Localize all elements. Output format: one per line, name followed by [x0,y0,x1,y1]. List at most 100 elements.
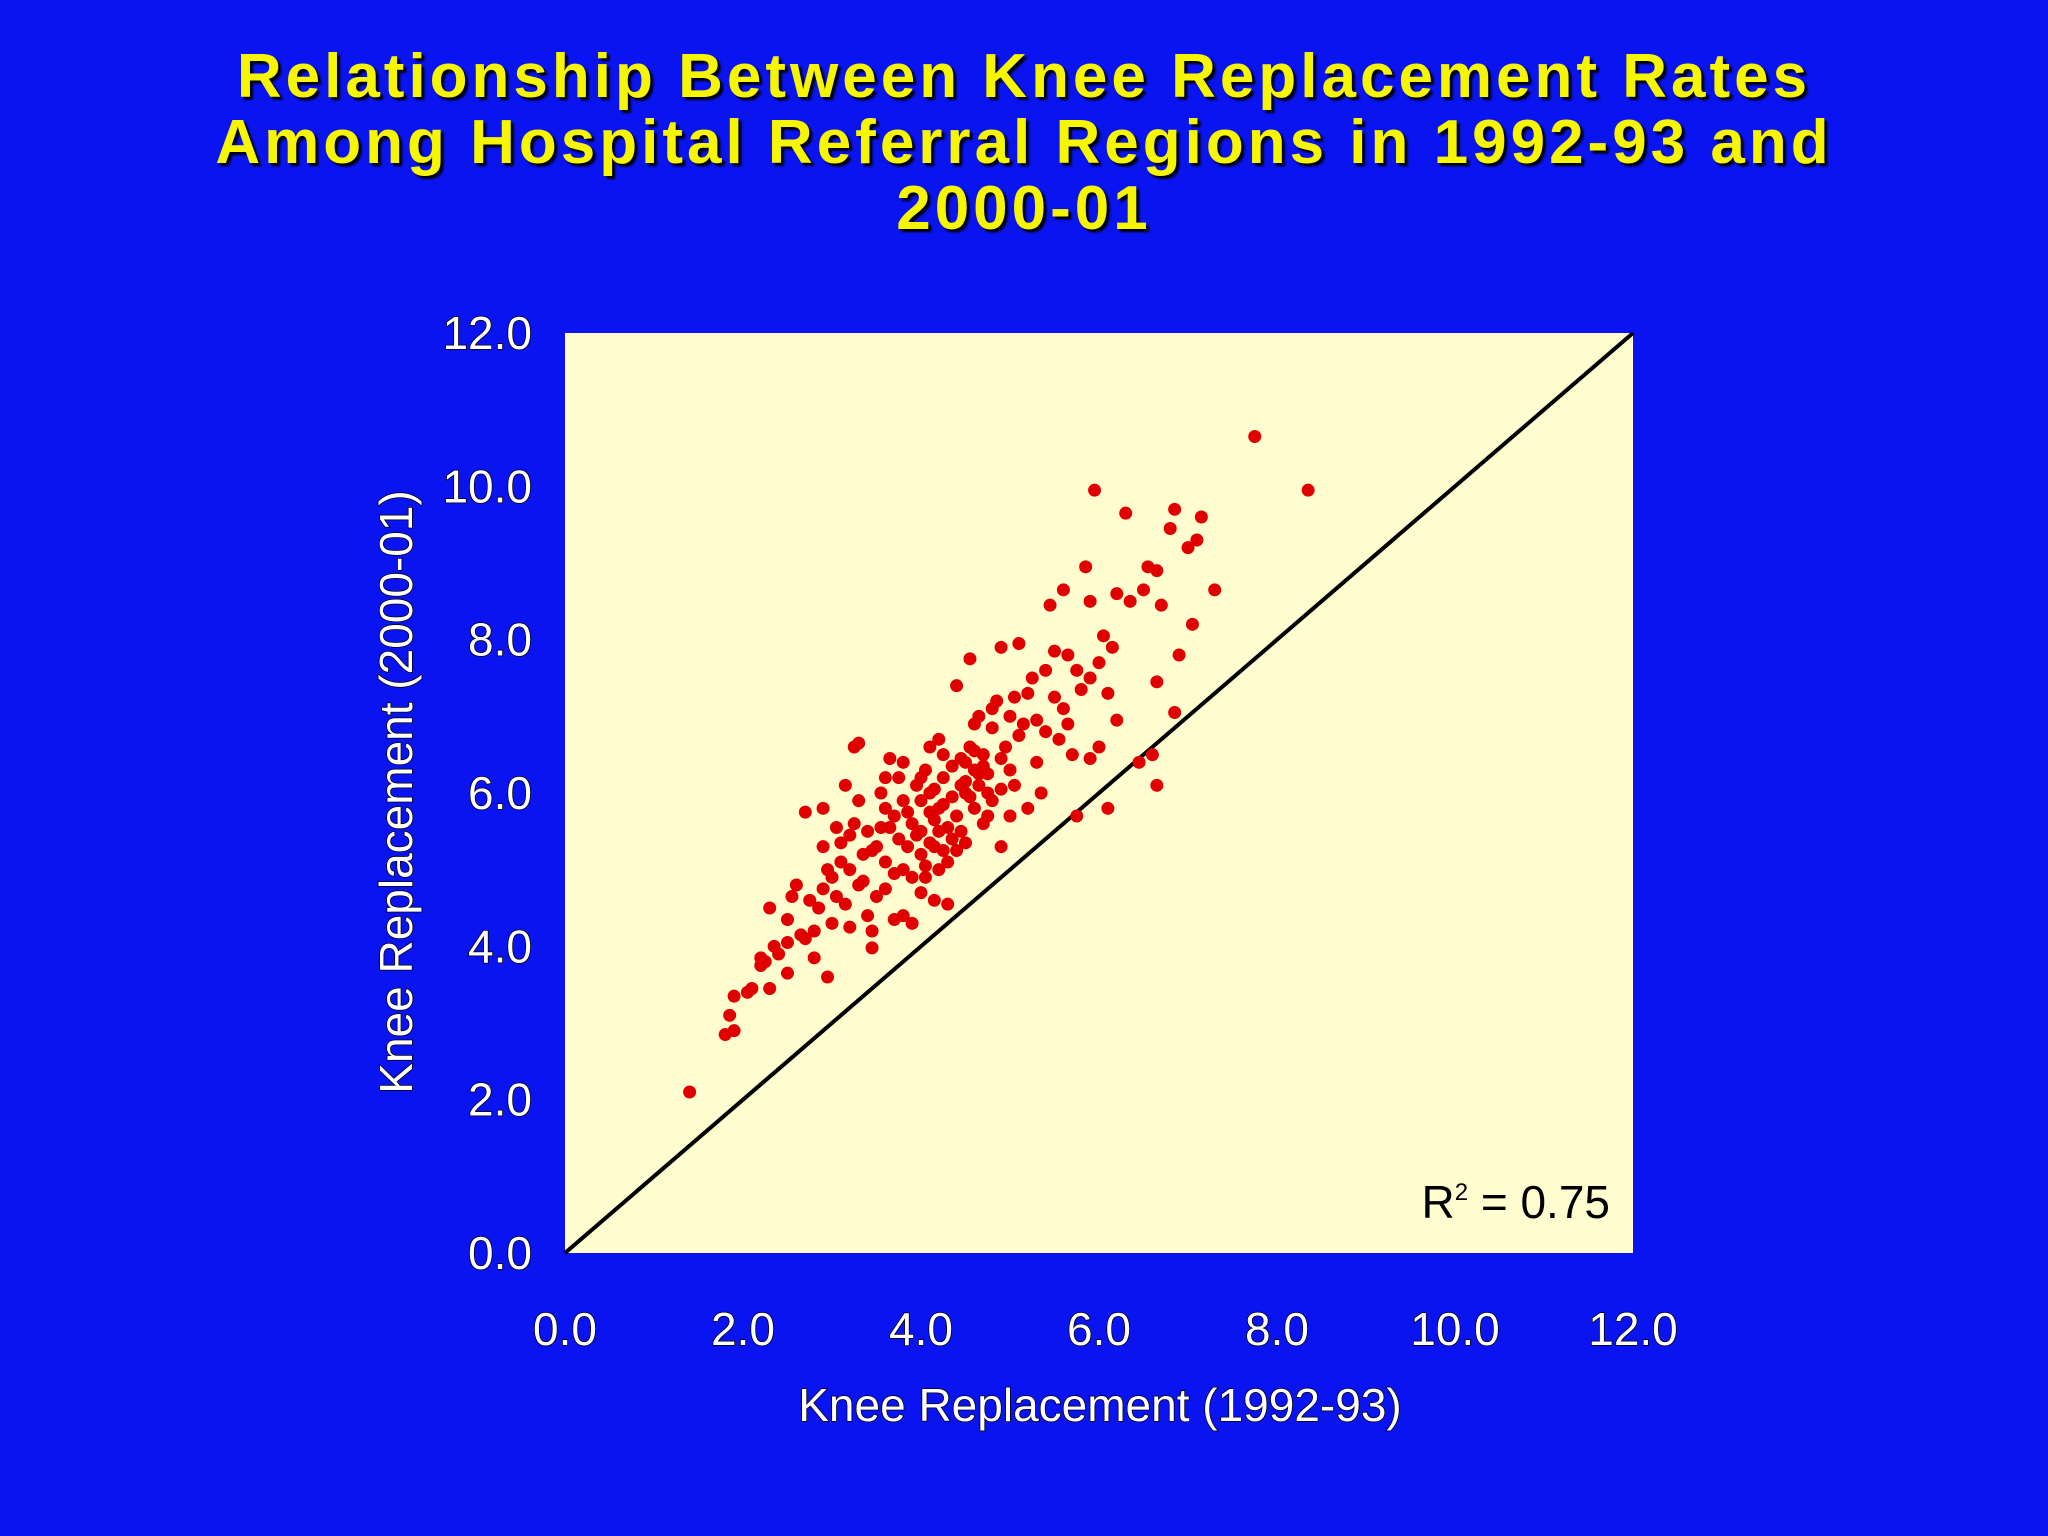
data-point [945,759,959,773]
x-tick-label: 12.0 [1588,1303,1678,1355]
data-point [745,982,759,995]
data-point [959,775,972,788]
data-point [861,909,875,923]
data-point [838,778,852,792]
data-point [816,801,830,815]
data-point [838,897,852,911]
data-point [852,736,866,750]
data-point [945,832,959,846]
data-point [1052,732,1066,746]
data-point [1034,786,1048,800]
data-point [883,821,897,834]
data-point [918,859,932,873]
data-point [812,901,826,915]
data-point [1150,675,1164,689]
data-points [683,430,1315,1099]
x-tick-label: 8.0 [1245,1303,1309,1355]
data-point [1012,729,1026,742]
data-point [999,740,1013,754]
data-point [1301,483,1315,497]
data-point [816,882,830,896]
data-point [887,809,901,823]
data-point [874,821,888,834]
data-point [843,920,857,934]
data-point [941,855,955,869]
data-point [963,652,977,666]
data-point [896,755,910,769]
data-point [1061,648,1075,662]
data-point [1092,656,1106,670]
data-point [852,794,866,808]
data-point [1172,648,1186,662]
data-point [954,752,968,765]
data-point [1056,583,1070,597]
data-point [945,790,959,804]
data-point [923,740,937,754]
data-point [918,870,932,884]
data-point [807,951,821,965]
data-point [1048,644,1061,658]
data-point [1110,713,1124,727]
data-point [1137,583,1150,597]
r-squared-value: = 0.75 [1468,1176,1610,1228]
data-point [683,1085,697,1099]
data-point [1194,510,1208,524]
data-point [1070,663,1084,677]
y-axis-tick-labels: 0.0 2.0 4.0 6.0 8.0 10.0 12.0 [442,306,533,1280]
data-point [914,886,928,900]
data-point [1083,752,1097,765]
data-point [941,897,955,911]
r-squared-prefix: R [1421,1176,1454,1228]
r-squared-superscript: 2 [1455,1179,1468,1206]
data-point [1083,671,1097,685]
data-point [834,855,848,869]
data-point [950,844,964,857]
data-point [905,916,919,930]
data-point [892,771,906,785]
data-point [963,790,977,804]
data-point [892,832,906,846]
x-tick-label: 2.0 [711,1303,775,1355]
x-tick-label: 10.0 [1410,1303,1500,1355]
y-tick-label: 6.0 [468,767,532,819]
data-point [1025,671,1039,685]
identity-reference-line [563,331,1635,1255]
data-point [1012,637,1026,650]
data-point [798,932,812,946]
y-tick-label: 8.0 [468,614,532,666]
data-point [1016,717,1030,731]
data-point [1007,778,1021,792]
data-point [1096,629,1110,643]
data-point [976,759,990,773]
data-point [1048,690,1061,704]
data-point [985,702,999,716]
data-point [789,878,803,892]
data-point [1181,541,1195,555]
data-point [994,640,1008,654]
data-point [1150,778,1164,792]
data-point [1021,801,1035,815]
data-point [959,836,972,850]
data-point [834,836,848,850]
data-point [1101,686,1115,700]
data-point [865,924,879,938]
data-point [923,786,937,800]
data-point [896,863,910,877]
data-point [1168,706,1182,719]
data-point [1092,740,1106,754]
x-tick-label: 0.0 [533,1303,597,1355]
data-point [803,893,817,907]
data-point [1150,564,1164,578]
data-point [1061,717,1075,731]
data-point [896,794,910,808]
data-point [825,916,839,930]
x-tick-label: 4.0 [889,1303,953,1355]
data-point [1030,755,1044,769]
data-point [914,847,928,861]
data-point [1079,560,1093,574]
data-point [1030,713,1044,727]
data-point [950,809,964,823]
data-point [1088,483,1102,497]
data-point [1208,583,1222,597]
